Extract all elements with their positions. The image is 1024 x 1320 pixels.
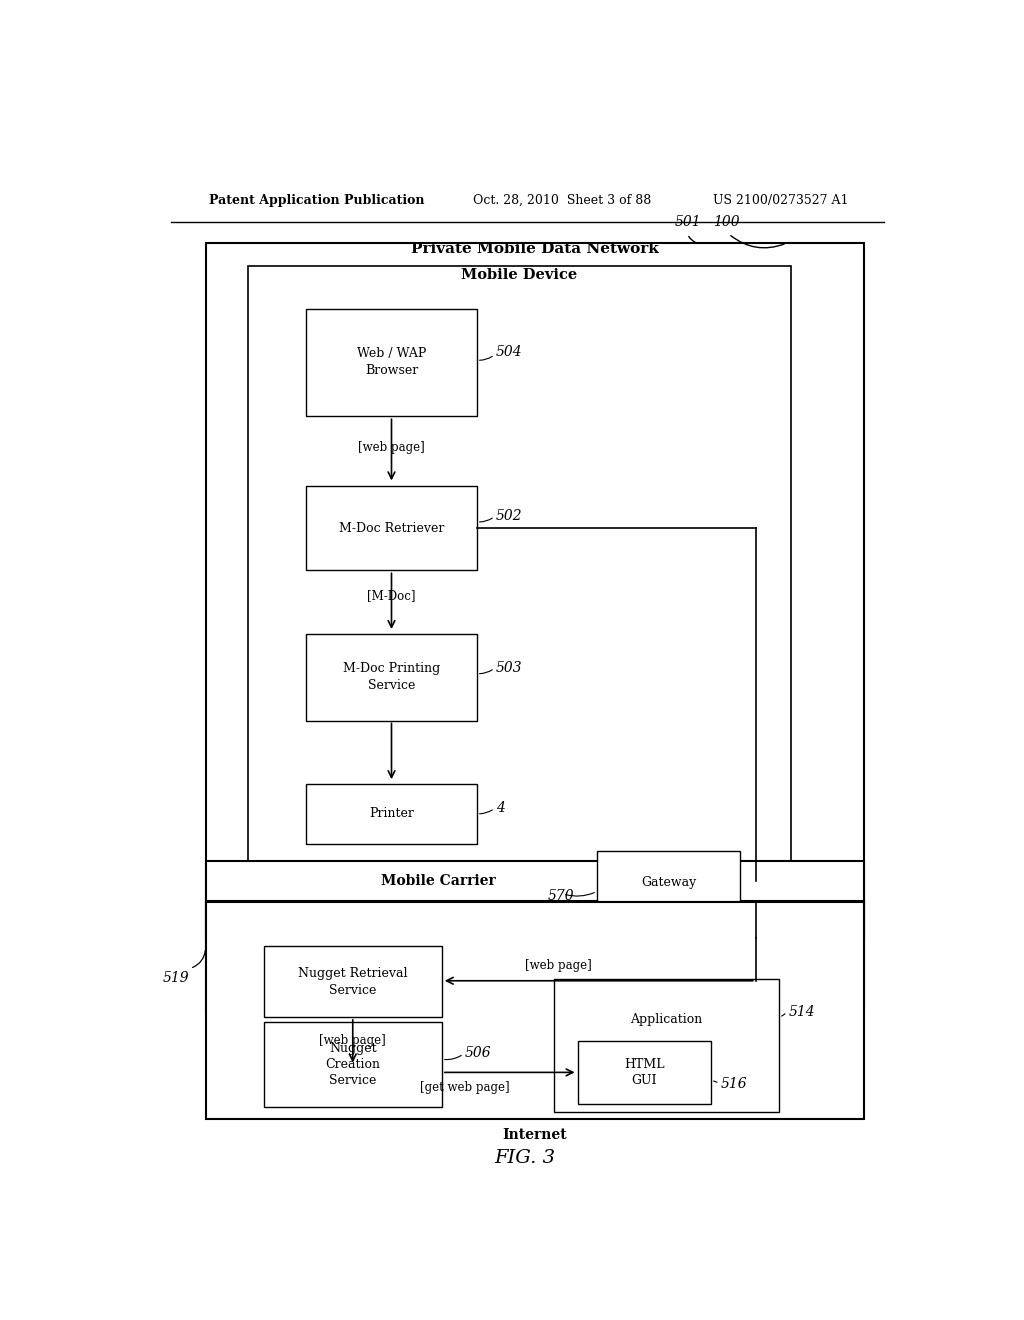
Text: 503: 503: [496, 661, 522, 675]
FancyBboxPatch shape: [263, 946, 442, 1016]
Text: Printer: Printer: [369, 807, 414, 820]
Text: 570: 570: [548, 890, 574, 903]
Text: Web / WAP
Browser: Web / WAP Browser: [356, 347, 426, 378]
Text: [web page]: [web page]: [319, 1035, 386, 1047]
FancyBboxPatch shape: [597, 851, 740, 915]
Text: 502: 502: [496, 510, 522, 524]
Text: M-Doc Retriever: M-Doc Retriever: [339, 521, 444, 535]
Text: 501: 501: [674, 215, 700, 230]
Text: M-Doc Printing
Service: M-Doc Printing Service: [343, 663, 440, 693]
Text: US 2100/0273527 A1: US 2100/0273527 A1: [713, 194, 849, 207]
Text: Mobile Carrier: Mobile Carrier: [381, 874, 496, 888]
Text: Nugget
Creation
Service: Nugget Creation Service: [326, 1043, 380, 1088]
Text: Internet: Internet: [503, 1127, 567, 1142]
FancyBboxPatch shape: [206, 862, 864, 902]
FancyBboxPatch shape: [578, 1040, 711, 1104]
Text: 506: 506: [465, 1047, 492, 1060]
Text: [web page]: [web page]: [358, 441, 425, 454]
Text: Gateway: Gateway: [641, 876, 696, 890]
Text: 504: 504: [496, 346, 522, 359]
FancyBboxPatch shape: [306, 309, 477, 416]
Text: [get web page]: [get web page]: [420, 1081, 510, 1094]
FancyBboxPatch shape: [306, 486, 477, 570]
FancyBboxPatch shape: [206, 243, 864, 1010]
Text: Private Mobile Data Network: Private Mobile Data Network: [411, 243, 658, 256]
Text: Mobile Device: Mobile Device: [461, 268, 578, 282]
FancyBboxPatch shape: [306, 784, 477, 843]
Text: 100: 100: [713, 215, 739, 230]
Text: FIG. 3: FIG. 3: [495, 1148, 555, 1167]
FancyBboxPatch shape: [554, 979, 779, 1111]
Text: 4: 4: [496, 801, 505, 816]
Text: 516: 516: [721, 1077, 748, 1090]
Text: Nugget Retrieval
Service: Nugget Retrieval Service: [298, 966, 408, 997]
FancyBboxPatch shape: [206, 903, 864, 1119]
Text: Application: Application: [631, 1012, 702, 1026]
Text: 519: 519: [163, 972, 189, 986]
Text: HTML
GUI: HTML GUI: [624, 1057, 665, 1086]
FancyBboxPatch shape: [306, 635, 477, 721]
FancyBboxPatch shape: [206, 903, 864, 939]
FancyBboxPatch shape: [263, 1022, 442, 1107]
Text: [M-Doc]: [M-Doc]: [368, 589, 416, 602]
Text: 514: 514: [788, 1005, 815, 1019]
Text: [web page]: [web page]: [524, 958, 592, 972]
Text: Oct. 28, 2010  Sheet 3 of 88: Oct. 28, 2010 Sheet 3 of 88: [473, 194, 651, 207]
FancyBboxPatch shape: [248, 267, 791, 982]
Text: Patent Application Publication: Patent Application Publication: [209, 194, 425, 207]
